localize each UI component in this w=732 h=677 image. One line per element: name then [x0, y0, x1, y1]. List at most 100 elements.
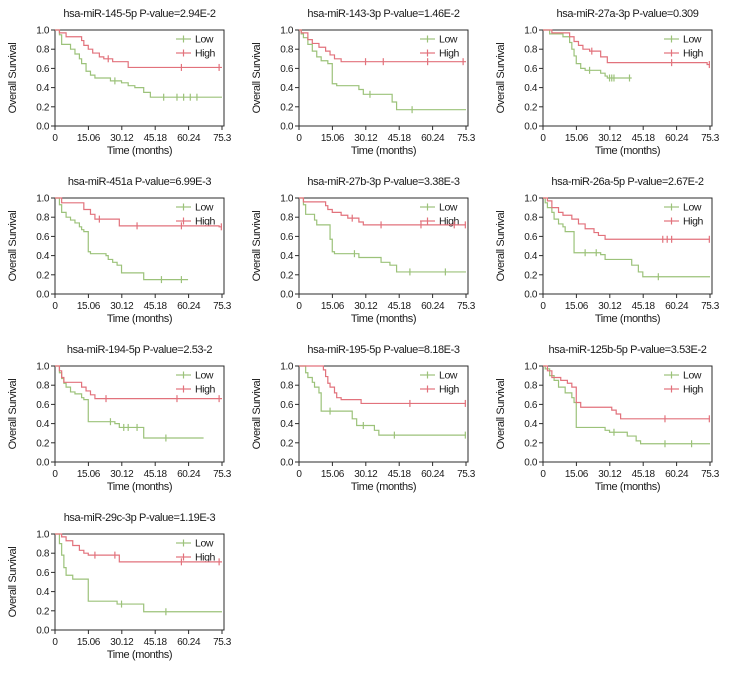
y-tick-label: 0.0: [36, 458, 50, 469]
km-cell-hsa-miR-195-5p: hsa-miR-195-5p P-value=8.18E-3 0.0 0.2 0.4 0…: [244, 336, 488, 504]
y-tick-label: 1.0: [36, 194, 50, 205]
plot-title: hsa-miR-451a P-value=6.99E-3: [68, 176, 211, 188]
plot-title: hsa-miR-29c-3p P-value=1.19E-3: [64, 512, 216, 524]
y-tick-label: 0.4: [36, 419, 50, 430]
y-tick-label: 0.0: [36, 122, 50, 133]
km-plot-hsa-miR-27b-3p: hsa-miR-27b-3p P-value=3.38E-3 0.0 0.2 0.4 0…: [251, 176, 476, 325]
km-plot-hsa-miR-451a: hsa-miR-451a P-value=6.99E-3 0.0 0.2 0.4 0.6…: [7, 176, 232, 325]
low-curve: [543, 29, 632, 79]
x-axis-label: Time (months): [351, 313, 416, 325]
y-tick-label: 0.2: [524, 270, 538, 281]
legend-label-high: High: [439, 384, 460, 396]
y-tick-label: 0.6: [280, 64, 294, 75]
x-tick-label: 30.12: [598, 133, 622, 144]
y-tick-label: 0.4: [36, 83, 50, 94]
y-axis-label: Overall Survival: [495, 379, 507, 450]
x-tick-label: 45.18: [144, 133, 168, 144]
legend-label-high: High: [195, 216, 216, 228]
legend-label-low: Low: [195, 34, 214, 46]
x-tick-label: 75.3: [457, 301, 476, 312]
x-tick-label: 45.18: [388, 469, 412, 480]
y-tick-label: 0.6: [524, 400, 538, 411]
plot-title: hsa-miR-27b-3p P-value=3.38E-3: [307, 176, 459, 188]
plot-frame: [54, 365, 225, 463]
y-tick-label: 0.4: [524, 419, 538, 430]
x-tick-label: 60.24: [421, 133, 445, 144]
y-tick-label: 0.6: [280, 400, 294, 411]
x-tick-label: 0: [540, 301, 546, 312]
x-tick-label: 0: [540, 469, 546, 480]
x-tick-label: 0: [52, 469, 58, 480]
plot-frame: [298, 197, 469, 295]
y-tick-label: 0.6: [280, 232, 294, 243]
x-tick-label: 45.18: [632, 469, 656, 480]
high-curve: [55, 365, 222, 400]
y-tick-label: 0.8: [280, 213, 294, 224]
low-curve: [55, 197, 189, 281]
legend-label-high: High: [439, 216, 460, 228]
km-cell-hsa-miR-27b-3p: hsa-miR-27b-3p P-value=3.38E-3 0.0 0.2 0.4 0…: [244, 168, 488, 336]
plot-frame: [54, 197, 225, 295]
y-tick-label: 0.8: [36, 213, 50, 224]
low-curve: [299, 365, 466, 436]
plot-title: hsa-miR-194-5p P-value=2.53-2: [67, 344, 213, 356]
y-tick-label: 0.2: [524, 102, 538, 113]
high-curve: [299, 197, 466, 226]
y-axis-label: Overall Survival: [7, 43, 19, 114]
x-tick-label: 0: [540, 133, 546, 144]
x-tick-label: 30.12: [598, 301, 622, 312]
x-axis-label: Time (months): [351, 481, 416, 493]
y-axis-label: Overall Survival: [7, 211, 19, 282]
x-tick-label: 15.06: [77, 301, 101, 312]
y-axis-label: Overall Survival: [251, 379, 263, 450]
legend-label-low: Low: [683, 202, 702, 214]
y-tick-label: 0.8: [524, 381, 538, 392]
km-cell-hsa-miR-27a-3p: hsa-miR-27a-3p P-value=0.309 0.0 0.2 0.4 0.6…: [488, 0, 732, 168]
legend-label-high: High: [195, 384, 216, 396]
legend-label-high: High: [195, 48, 216, 60]
y-tick-label: 1.0: [36, 362, 50, 373]
x-tick-label: 75.3: [213, 637, 232, 648]
x-tick-label: 30.12: [110, 301, 134, 312]
km-cell-hsa-miR-143-3p: hsa-miR-143-3p P-value=1.46E-2 0.0 0.2 0.4 0…: [244, 0, 488, 168]
x-tick-label: 15.06: [565, 301, 589, 312]
km-cell-hsa-miR-125b-5p: hsa-miR-125b-5p P-value=3.53E-2 0.0 0.2 0.4…: [488, 336, 732, 504]
km-plot-hsa-miR-143-3p: hsa-miR-143-3p P-value=1.46E-2 0.0 0.2 0.4 0…: [251, 8, 476, 157]
x-tick-label: 15.06: [565, 133, 589, 144]
y-tick-label: 0.2: [280, 270, 294, 281]
high-curve: [55, 533, 222, 563]
legend-label-high: High: [439, 48, 460, 60]
x-tick-label: 0: [296, 301, 302, 312]
x-tick-label: 30.12: [110, 637, 134, 648]
legend-label-low: Low: [195, 202, 214, 214]
y-tick-label: 0.2: [280, 438, 294, 449]
low-curve: [55, 365, 204, 439]
low-curve: [299, 197, 466, 273]
y-tick-label: 0.4: [280, 419, 294, 430]
y-tick-label: 0.2: [280, 102, 294, 113]
y-tick-label: 0.2: [36, 270, 50, 281]
x-tick-label: 60.24: [421, 301, 445, 312]
y-tick-label: 0.6: [36, 568, 50, 579]
high-curve: [543, 365, 710, 420]
high-curve: [543, 197, 710, 240]
x-tick-label: 30.12: [598, 469, 622, 480]
plot-frame: [542, 365, 713, 463]
km-plot-hsa-miR-26a-5p: hsa-miR-26a-5p P-value=2.67E-2 0.0 0.2 0.4 0…: [495, 176, 720, 325]
legend-label-low: Low: [195, 538, 214, 550]
plot-frame: [298, 29, 469, 127]
km-plot-hsa-miR-125b-5p: hsa-miR-125b-5p P-value=3.53E-2 0.0 0.2 0.4…: [495, 344, 720, 493]
y-axis-label: Overall Survival: [251, 211, 263, 282]
low-curve: [55, 29, 222, 98]
y-tick-label: 0.2: [36, 606, 50, 617]
x-tick-label: 75.3: [213, 301, 232, 312]
y-axis-label: Overall Survival: [7, 547, 19, 618]
plot-title: hsa-miR-195-5p P-value=8.18E-3: [307, 344, 459, 356]
legend-label-high: High: [195, 552, 216, 564]
x-tick-label: 15.06: [321, 301, 345, 312]
x-tick-label: 75.3: [701, 469, 720, 480]
y-axis-label: Overall Survival: [495, 43, 507, 114]
plot-frame: [298, 365, 469, 463]
km-cell-hsa-miR-145-5p: hsa-miR-145-5p P-value=2.94E-2 0.0 0.2 0.4 0…: [0, 0, 244, 168]
y-tick-label: 0.6: [36, 64, 50, 75]
